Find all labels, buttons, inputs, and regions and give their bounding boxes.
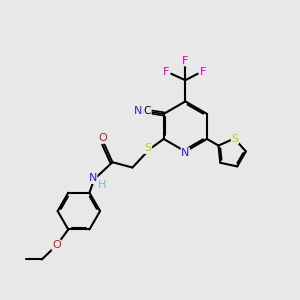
Text: H: H	[98, 180, 106, 190]
Text: N: N	[134, 106, 142, 116]
Text: F: F	[182, 56, 188, 66]
Text: O: O	[98, 133, 107, 143]
Text: F: F	[163, 67, 169, 77]
Text: C: C	[144, 106, 151, 116]
Text: F: F	[200, 67, 206, 77]
Text: O: O	[52, 240, 61, 250]
Text: N: N	[88, 173, 97, 183]
Text: N: N	[181, 148, 190, 158]
Text: S: S	[145, 143, 152, 153]
Text: S: S	[231, 134, 239, 143]
